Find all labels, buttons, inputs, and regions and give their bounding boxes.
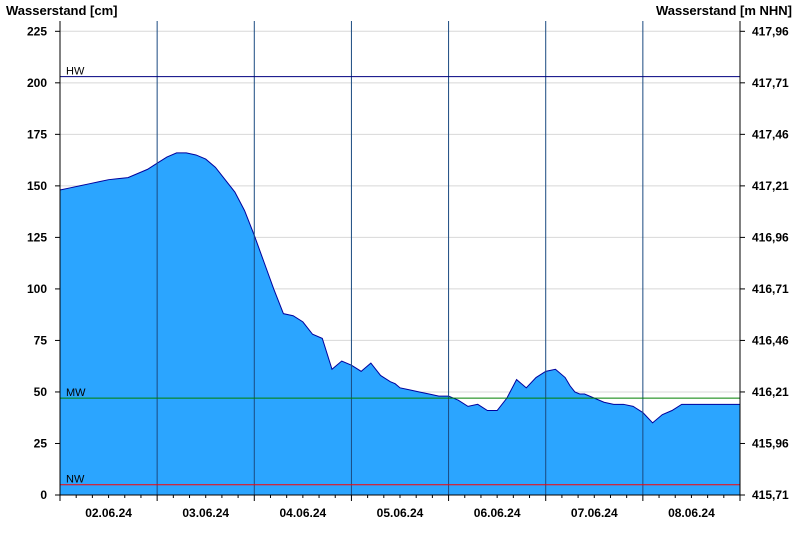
x-tick-label: 04.06.24 xyxy=(279,506,326,520)
axes: 0 415,71 25 415,96 50 416,21 75 416,46 100 416,71… xyxy=(27,21,789,520)
y-tick-label-right: 417,71 xyxy=(752,76,789,90)
y-axis-title-right: Wasserstand [m NHN] xyxy=(656,3,792,18)
y-tick-label-left: 200 xyxy=(27,76,47,90)
x-tick-label: 05.06.24 xyxy=(377,506,424,520)
y-tick-label-left: 150 xyxy=(27,179,47,193)
x-tick-label: 03.06.24 xyxy=(182,506,229,520)
y-tick-label-right: 416,96 xyxy=(752,230,789,244)
reference-label-hw: HW xyxy=(66,66,85,78)
y-tick-label-right: 416,21 xyxy=(752,385,789,399)
y-tick-label-left: 75 xyxy=(34,333,48,347)
y-tick-label-left: 225 xyxy=(27,24,47,38)
y-tick-label-left: 100 xyxy=(27,282,47,296)
water-level-line xyxy=(59,152,740,424)
y-tick-label-left: 175 xyxy=(27,127,47,141)
x-tick-label: 06.06.24 xyxy=(474,506,521,520)
reference-lines: HW MW NW xyxy=(60,66,740,486)
y-tick-label-left: 25 xyxy=(34,436,48,450)
y-tick-label-right: 415,71 xyxy=(752,488,789,502)
y-tick-label-left: 0 xyxy=(40,488,47,502)
x-tick-label: 02.06.24 xyxy=(85,506,132,520)
water-level-area xyxy=(60,152,740,496)
day-divider-lines xyxy=(156,21,644,495)
y-tick-label-right: 417,46 xyxy=(752,127,789,141)
y-tick-label-right: 416,71 xyxy=(752,282,789,296)
y-tick-label-right: 416,46 xyxy=(752,333,789,347)
y-tick-label-right: 417,96 xyxy=(752,24,789,38)
y-tick-label-right: 417,21 xyxy=(752,179,789,193)
y-tick-label-right: 415,96 xyxy=(752,436,789,450)
reference-label-mw: MW xyxy=(66,387,86,399)
x-tick-label: 08.06.24 xyxy=(668,506,715,520)
y-tick-label-left: 125 xyxy=(27,230,47,244)
y-tick-label-left: 50 xyxy=(34,385,48,399)
x-tick-label: 07.06.24 xyxy=(571,506,618,520)
reference-label-nw: NW xyxy=(66,474,85,486)
y-axis-title-left: Wasserstand [cm] xyxy=(6,3,118,18)
